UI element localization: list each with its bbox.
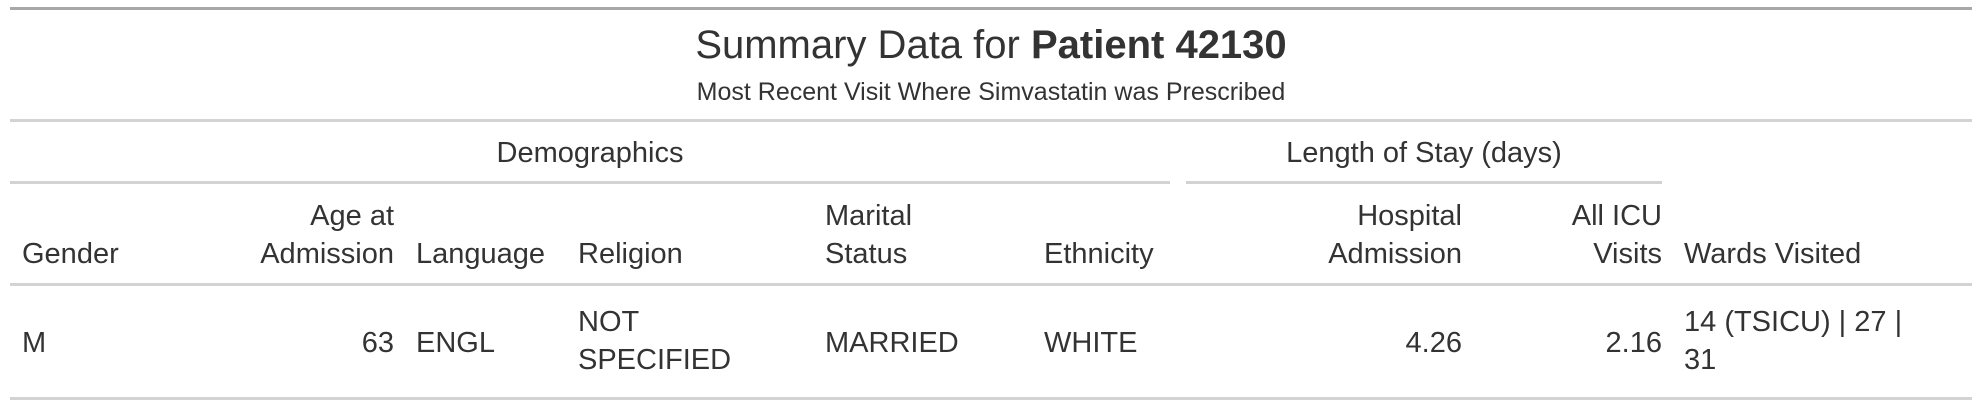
col-header-age-line1: Age at xyxy=(310,200,394,232)
col-header-age-line2: Admission xyxy=(260,238,394,270)
table-subtitle: Most Recent Visit Where Simvastatin was … xyxy=(696,78,1286,106)
cell-ethnicity: WHITE xyxy=(1044,327,1138,359)
spanner-length-of-stay-rule xyxy=(1186,181,1662,184)
cell-marital-status: MARRIED xyxy=(825,327,959,359)
cell-wards-line1: 14 (TSICU) | 27 | xyxy=(1684,306,1903,338)
col-header-language: Language xyxy=(416,238,546,270)
col-header-gender: Gender xyxy=(22,238,119,270)
spanner-length-of-stay: Length of Stay (days) xyxy=(1286,137,1562,169)
col-header-icu-line2: Visits xyxy=(1593,238,1662,270)
cell-icu-visits: 2.16 xyxy=(1605,327,1662,359)
heading-rule xyxy=(10,119,1972,122)
col-header-wards-visited: Wards Visited xyxy=(1684,238,1862,270)
col-header-marital-line2: Status xyxy=(825,238,908,270)
title-prefix: Summary Data for xyxy=(695,23,1031,67)
col-header-marital-line1: Marital xyxy=(825,200,913,232)
col-header-ethnicity: Ethnicity xyxy=(1044,238,1154,270)
col-header-icu-line1: All ICU xyxy=(1571,200,1662,232)
cell-religion-line2: SPECIFIED xyxy=(578,344,732,376)
cell-religion-line1: NOT xyxy=(578,306,640,338)
cell-wards-line2: 31 xyxy=(1684,344,1717,376)
cell-hospital-admission: 4.26 xyxy=(1405,327,1462,359)
table-title: Summary Data for Patient 42130 xyxy=(10,20,1972,70)
cell-gender: M xyxy=(22,327,47,359)
cell-language: ENGL xyxy=(416,327,495,359)
spanner-demographics: Demographics xyxy=(496,137,684,169)
col-header-religion: Religion xyxy=(578,238,683,270)
title-patient-id: Patient 42130 xyxy=(1030,23,1287,67)
cell-age: 63 xyxy=(361,327,394,359)
header-bottom-rule xyxy=(10,283,1972,286)
table-top-rule xyxy=(10,7,1972,10)
col-header-hospital-line2: Admission xyxy=(1328,238,1462,270)
spanner-demographics-rule xyxy=(10,181,1170,184)
col-header-hospital-line1: Hospital xyxy=(1357,200,1462,232)
table-bottom-rule xyxy=(10,397,1972,400)
